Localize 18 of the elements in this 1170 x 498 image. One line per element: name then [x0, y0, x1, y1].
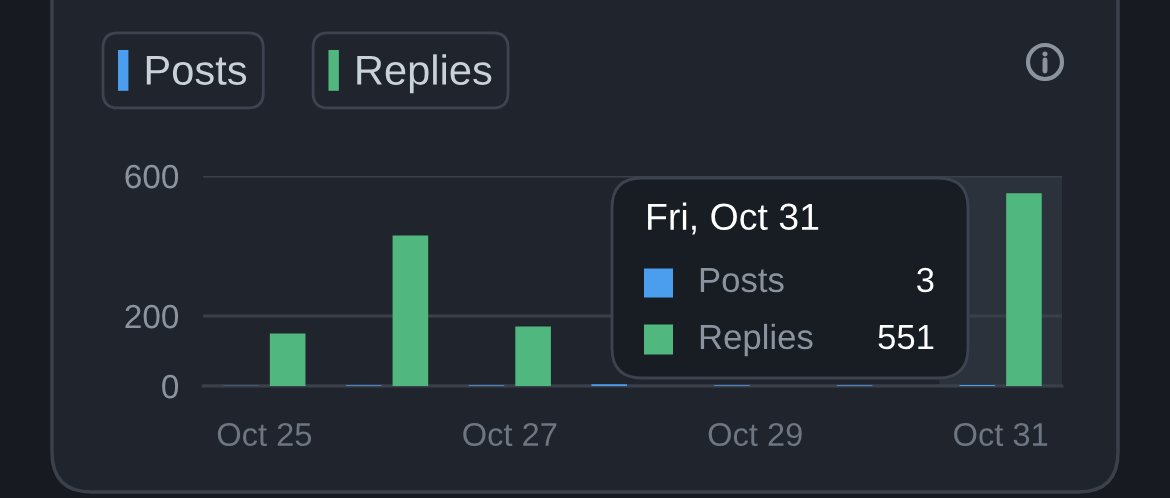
x-tick-label: Oct 25 — [217, 422, 312, 447]
annotation: Fri, Oct 31 — [648, 202, 819, 235]
bar — [269, 333, 306, 386]
x-tick-label: Oct 29 — [708, 422, 802, 447]
bar — [515, 326, 551, 386]
bar — [1006, 193, 1042, 386]
bar — [392, 235, 429, 386]
x-tick-label: Oct 27 — [463, 422, 557, 447]
text: Replies — [700, 323, 813, 357]
y-tick-label: 600 — [125, 164, 179, 189]
annotation: 551 — [878, 325, 934, 350]
annotation: 3 — [917, 267, 934, 293]
y-tick-label: 200 — [125, 304, 179, 329]
legend-label: Posts — [146, 55, 247, 85]
legend-label: Replies — [357, 54, 492, 94]
y-tick-label: 0 — [162, 374, 179, 399]
text: Posts — [700, 268, 784, 293]
x-tick-label: Oct 31 — [954, 422, 1048, 447]
